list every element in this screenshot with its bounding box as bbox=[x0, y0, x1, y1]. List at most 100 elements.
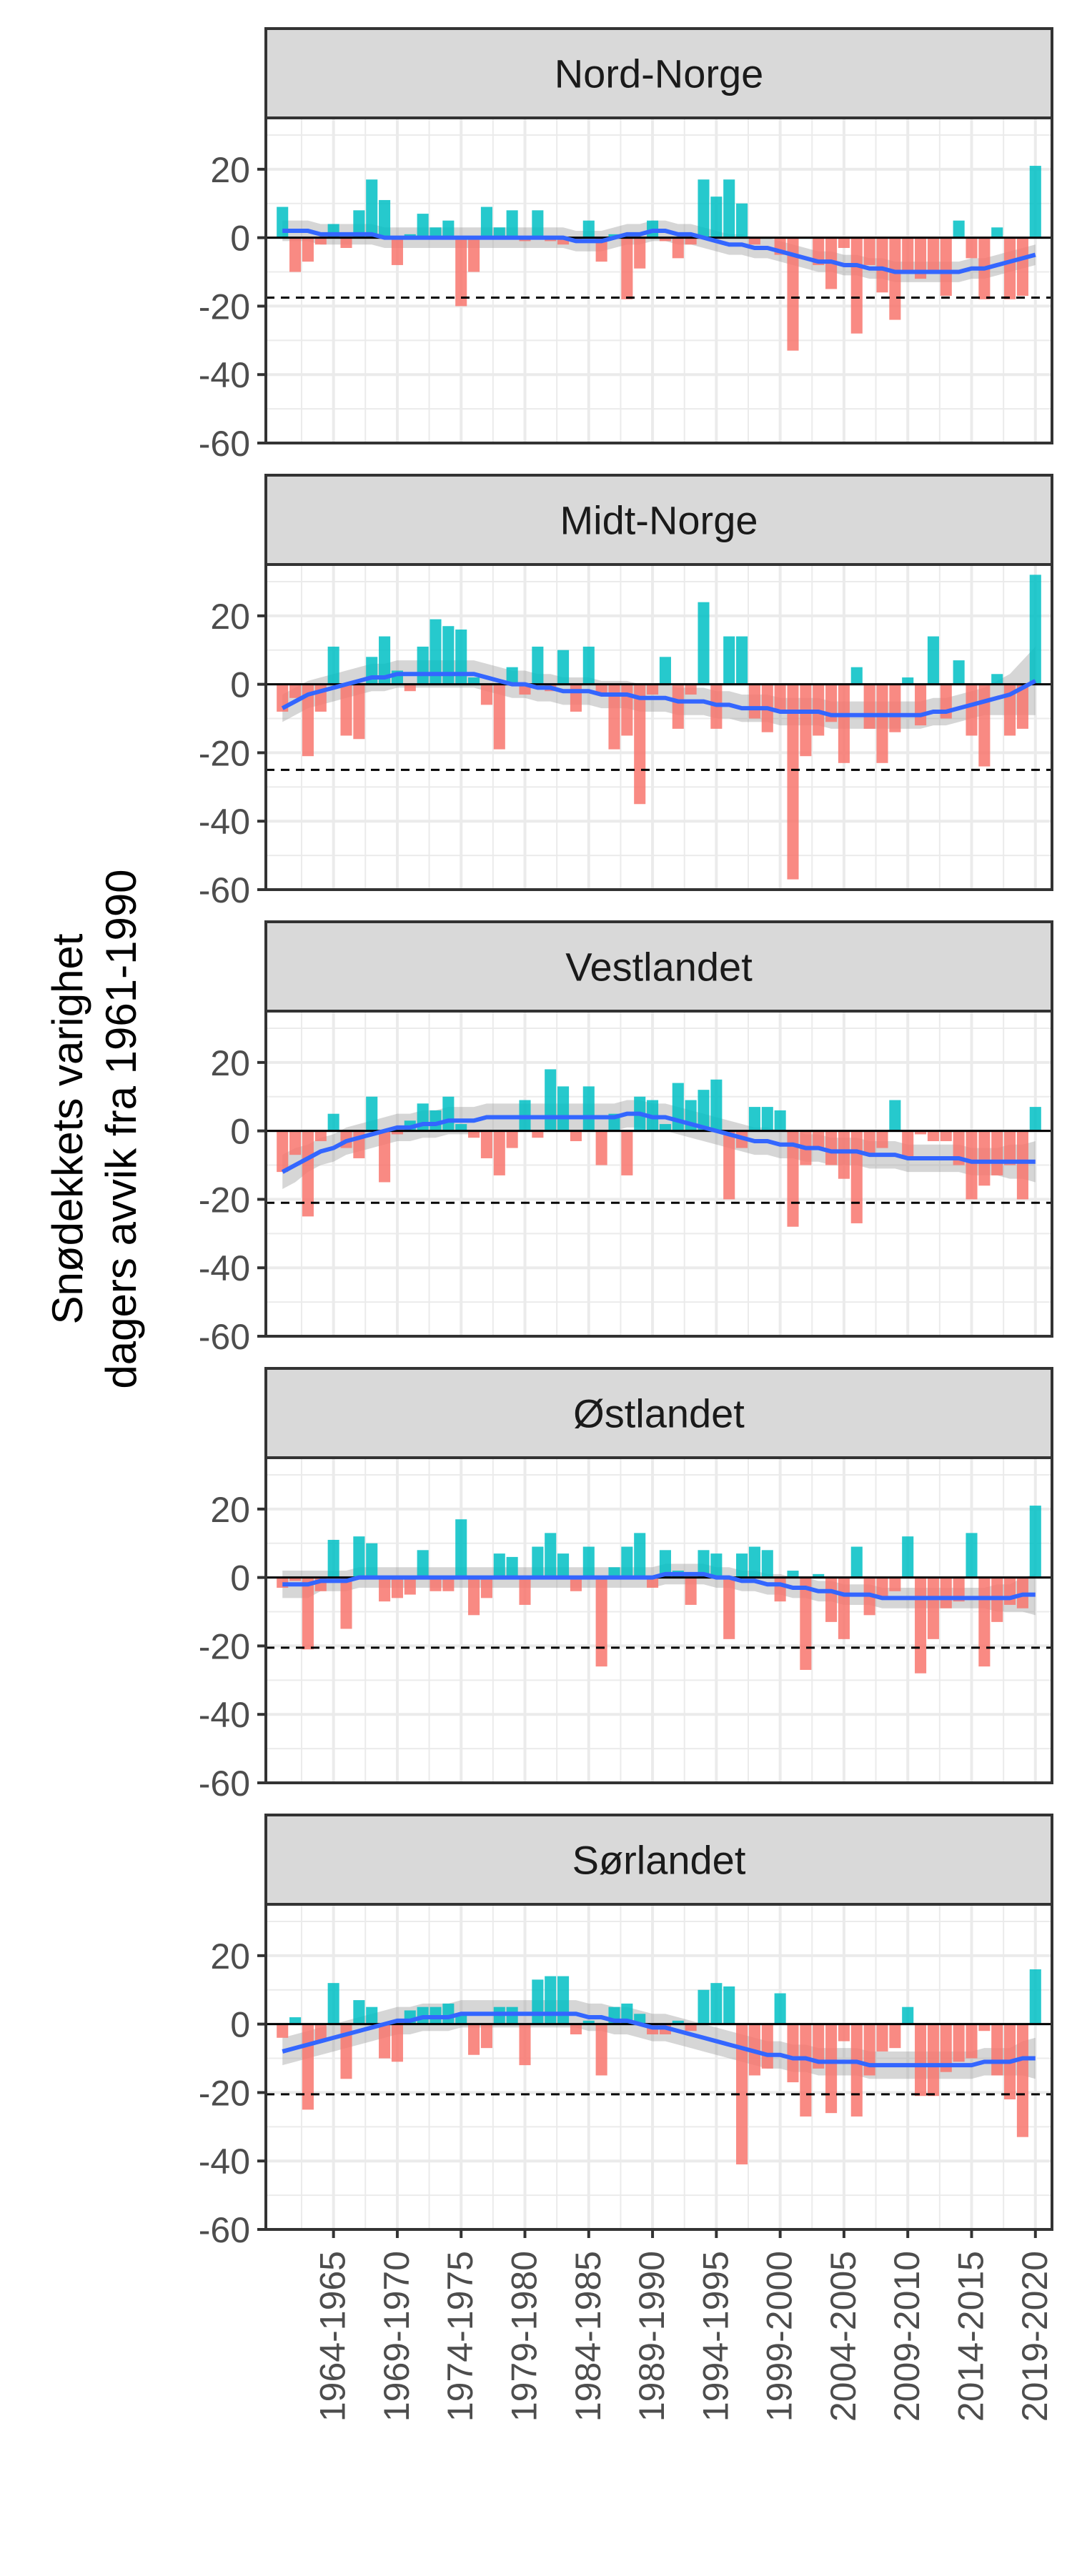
bar bbox=[532, 1130, 544, 1138]
x-tick-label: 1969-1970 bbox=[377, 2251, 417, 2422]
smooth-confidence-band bbox=[282, 2000, 1036, 2079]
facet-panels: Nord-Norge 20 0 -20 -40 -60 Midt-Norge 20 0 -20 -4… bbox=[199, 27, 1053, 2250]
bar bbox=[480, 2024, 492, 2049]
panel-title: Østlandet bbox=[573, 1391, 745, 1436]
bar bbox=[698, 602, 710, 685]
bar bbox=[430, 1577, 442, 1591]
bar bbox=[991, 674, 1003, 685]
bar bbox=[748, 237, 760, 245]
bar bbox=[608, 684, 620, 750]
bar bbox=[353, 684, 365, 740]
bar bbox=[582, 2020, 595, 2024]
bar bbox=[442, 626, 455, 685]
bar bbox=[927, 2024, 939, 2097]
bar bbox=[302, 237, 314, 262]
bar bbox=[557, 1553, 570, 1578]
bar bbox=[634, 1533, 646, 1578]
y-tick-label: 0 bbox=[230, 1112, 250, 1152]
y-tick-label: 20 bbox=[210, 597, 250, 637]
bar bbox=[493, 227, 505, 238]
bar bbox=[787, 1571, 799, 1578]
y-tick-label: -40 bbox=[199, 2142, 250, 2182]
bar bbox=[927, 237, 939, 272]
bar bbox=[915, 1130, 927, 1135]
bar bbox=[621, 684, 633, 736]
bar bbox=[953, 660, 965, 685]
bar bbox=[889, 1577, 901, 1591]
bar bbox=[595, 237, 607, 262]
bar bbox=[787, 2024, 799, 2083]
bar bbox=[813, 2024, 825, 2069]
bar bbox=[532, 210, 544, 238]
bar bbox=[468, 1130, 480, 1138]
bar bbox=[519, 1577, 531, 1605]
bar bbox=[927, 1577, 939, 1639]
panel-title: Midt-Norge bbox=[560, 498, 758, 543]
bar bbox=[557, 237, 570, 245]
panel-strip bbox=[264, 920, 1053, 1013]
y-tick-label: -40 bbox=[199, 1248, 250, 1288]
bar bbox=[966, 684, 978, 736]
x-tick-label: 2009-2010 bbox=[887, 2251, 927, 2422]
y-tick-label: -40 bbox=[199, 1695, 250, 1735]
y-tick-label: -60 bbox=[199, 870, 250, 910]
x-tick-label: 1979-1980 bbox=[505, 2251, 545, 2422]
bar bbox=[570, 1577, 582, 1591]
bar bbox=[314, 237, 327, 245]
x-tick-label: 1989-1990 bbox=[632, 2251, 672, 2422]
bar bbox=[430, 619, 442, 685]
y-tick-label: 20 bbox=[210, 1936, 250, 1976]
bar bbox=[340, 684, 352, 736]
bar bbox=[1029, 1107, 1041, 1131]
bar bbox=[340, 2024, 352, 2079]
bar bbox=[863, 684, 875, 729]
y-axis: 20 0 -20 -40 -60 bbox=[199, 1936, 266, 2250]
bar bbox=[723, 179, 735, 238]
bar bbox=[774, 1993, 786, 2024]
bar bbox=[480, 1130, 492, 1158]
bar bbox=[659, 237, 671, 242]
bar bbox=[532, 646, 544, 685]
bar bbox=[863, 1130, 875, 1155]
bar bbox=[417, 1550, 429, 1578]
bar bbox=[736, 203, 748, 238]
bar bbox=[940, 237, 952, 297]
bar bbox=[621, 1130, 633, 1175]
bar bbox=[634, 237, 646, 269]
bar bbox=[876, 237, 888, 293]
bar bbox=[672, 684, 684, 729]
bar bbox=[366, 2006, 378, 2024]
bar bbox=[582, 220, 595, 238]
bar bbox=[991, 227, 1003, 238]
bar bbox=[902, 677, 914, 685]
bar bbox=[468, 2024, 480, 2055]
y-tick-label: 0 bbox=[230, 2005, 250, 2045]
bar bbox=[940, 1130, 952, 1141]
bar bbox=[302, 1577, 314, 1650]
panel-title: Nord-Norge bbox=[555, 51, 764, 96]
bar bbox=[710, 197, 723, 238]
bar bbox=[366, 1543, 378, 1578]
bar bbox=[915, 684, 927, 726]
bar bbox=[545, 1069, 557, 1131]
bar bbox=[493, 1130, 505, 1175]
bar bbox=[404, 684, 416, 692]
bar bbox=[1029, 575, 1041, 685]
bar bbox=[685, 684, 697, 695]
bar bbox=[889, 237, 901, 320]
bar bbox=[761, 1107, 773, 1131]
bar bbox=[442, 1577, 455, 1591]
bar bbox=[876, 684, 888, 763]
bar bbox=[850, 667, 863, 685]
bar bbox=[991, 2024, 1003, 2076]
bar bbox=[417, 646, 429, 685]
bar bbox=[557, 1086, 570, 1131]
bar bbox=[545, 1533, 557, 1578]
bar bbox=[557, 1976, 570, 2024]
bar bbox=[850, 1130, 863, 1223]
smooth-trend-line bbox=[282, 1571, 1036, 1601]
bar bbox=[1016, 1130, 1028, 1200]
panel-border bbox=[264, 116, 1053, 444]
bar bbox=[748, 1107, 760, 1131]
y-tick-label: -20 bbox=[199, 2073, 250, 2113]
